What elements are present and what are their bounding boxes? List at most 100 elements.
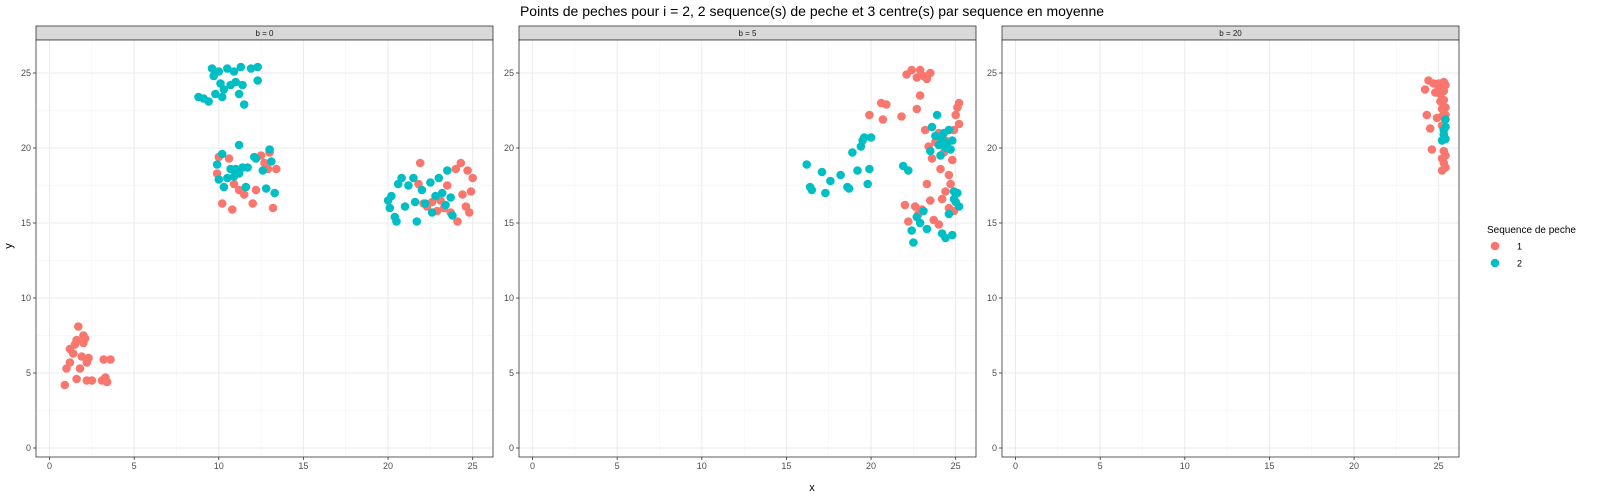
data-point bbox=[239, 190, 249, 199]
data-point bbox=[397, 173, 406, 183]
data-point bbox=[866, 133, 876, 142]
data-point bbox=[807, 185, 817, 195]
data-point bbox=[1441, 103, 1450, 112]
x-tick-label: 20 bbox=[866, 461, 876, 471]
data-point bbox=[882, 100, 891, 109]
facet-strip-label: b = 0 bbox=[255, 29, 274, 38]
data-point bbox=[231, 77, 240, 87]
data-point bbox=[468, 173, 478, 183]
data-point bbox=[802, 160, 811, 169]
data-point bbox=[431, 191, 440, 201]
data-point bbox=[910, 202, 920, 211]
facet-panels: b = 0 0 5 10 15 20 25 0 5 10 15 20 25 b = 5 0 5 10 15 20 25… bbox=[21, 25, 1460, 471]
data-point bbox=[936, 151, 945, 160]
data-point bbox=[246, 64, 256, 73]
data-point bbox=[243, 163, 252, 172]
y-tick-label: 5 bbox=[509, 368, 514, 378]
data-point bbox=[446, 193, 456, 202]
data-point bbox=[68, 349, 78, 358]
data-point bbox=[941, 187, 950, 196]
data-point bbox=[253, 62, 262, 72]
data-point bbox=[443, 166, 452, 175]
data-point bbox=[954, 98, 964, 108]
data-point bbox=[865, 164, 874, 174]
data-point bbox=[270, 188, 280, 198]
data-point bbox=[860, 133, 869, 142]
data-point bbox=[65, 358, 75, 367]
data-point bbox=[946, 145, 955, 154]
series-2 bbox=[802, 110, 964, 247]
y-tick-label: 5 bbox=[992, 368, 997, 378]
x-tick-label: 10 bbox=[697, 461, 707, 471]
data-point bbox=[268, 203, 278, 213]
data-point bbox=[954, 119, 964, 129]
data-point bbox=[954, 202, 964, 211]
facet-panel: b = 5 0 5 10 15 20 25 0 5 10 15 20 25 bbox=[504, 25, 977, 471]
data-point bbox=[434, 173, 444, 183]
data-point bbox=[817, 167, 827, 177]
data-point bbox=[392, 217, 401, 226]
data-point bbox=[1439, 146, 1449, 156]
data-point bbox=[451, 164, 461, 174]
data-point bbox=[223, 64, 232, 73]
data-point bbox=[211, 89, 220, 99]
legend: Sequence de peche 1 2 bbox=[1487, 225, 1576, 269]
x-tick-label: 25 bbox=[951, 461, 961, 471]
x-tick-label: 5 bbox=[615, 461, 620, 471]
series-2 bbox=[1437, 115, 1450, 145]
data-point bbox=[224, 154, 234, 163]
data-point bbox=[844, 184, 854, 193]
y-tick-label: 0 bbox=[26, 443, 31, 453]
x-tick-label: 5 bbox=[132, 461, 137, 471]
y-tick-label: 0 bbox=[992, 443, 997, 453]
data-point bbox=[941, 233, 950, 243]
data-point bbox=[441, 200, 450, 210]
data-point bbox=[934, 220, 944, 229]
data-point bbox=[927, 154, 937, 163]
x-tick-label: 25 bbox=[468, 461, 478, 471]
data-point bbox=[60, 380, 70, 390]
data-point bbox=[74, 322, 83, 331]
data-point bbox=[102, 377, 112, 387]
legend-key-1 bbox=[1490, 241, 1500, 251]
data-point bbox=[217, 149, 227, 159]
x-tick-label: 10 bbox=[1180, 461, 1190, 471]
plot-area bbox=[1002, 40, 1459, 457]
data-point bbox=[1441, 134, 1450, 144]
data-point bbox=[426, 178, 435, 187]
data-point bbox=[212, 160, 222, 169]
data-point bbox=[204, 97, 213, 106]
data-point bbox=[236, 62, 246, 72]
data-point bbox=[207, 64, 217, 73]
x-tick-label: 15 bbox=[781, 461, 791, 471]
data-point bbox=[826, 176, 835, 186]
x-axis-title: x bbox=[809, 482, 815, 494]
data-point bbox=[77, 352, 86, 361]
data-point bbox=[944, 125, 954, 135]
panel-border bbox=[35, 39, 494, 458]
data-point bbox=[253, 76, 262, 85]
data-point bbox=[944, 209, 954, 219]
data-point bbox=[466, 187, 476, 196]
data-point bbox=[214, 67, 224, 76]
legend-label-1: 1 bbox=[1517, 242, 1522, 252]
data-point bbox=[922, 224, 932, 234]
data-point bbox=[219, 182, 229, 192]
data-point bbox=[80, 334, 90, 343]
data-point bbox=[919, 206, 928, 216]
data-point bbox=[1439, 95, 1449, 105]
data-point bbox=[1441, 80, 1450, 90]
chart-title: Points de peches pour i = 2, 2 sequence(… bbox=[520, 3, 1104, 19]
data-point bbox=[1439, 125, 1449, 135]
data-point bbox=[865, 110, 874, 120]
data-point bbox=[219, 85, 229, 94]
data-point bbox=[258, 166, 268, 175]
data-point bbox=[878, 115, 888, 124]
x-tick-label: 20 bbox=[383, 461, 393, 471]
data-point bbox=[387, 191, 396, 201]
data-point bbox=[1420, 85, 1430, 94]
x-tick-label: 0 bbox=[1013, 461, 1018, 471]
data-point bbox=[907, 226, 916, 235]
data-point bbox=[920, 125, 930, 135]
